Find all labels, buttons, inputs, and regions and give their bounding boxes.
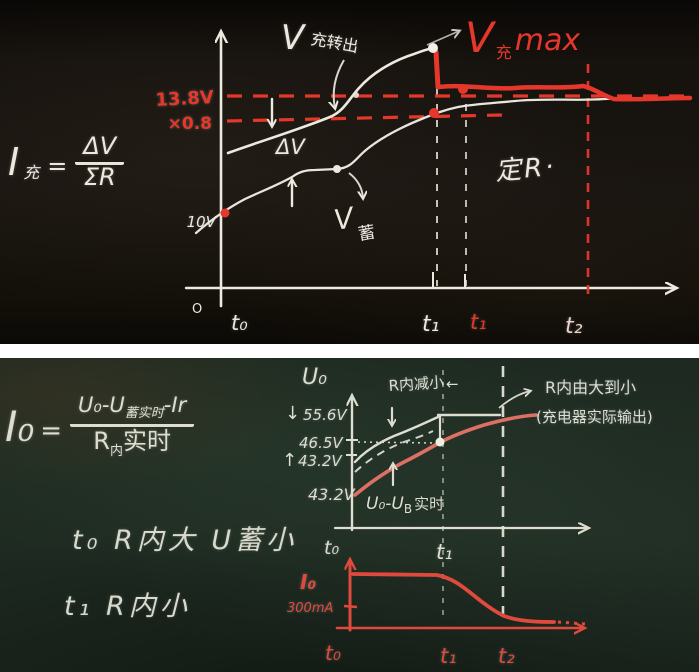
r-big-small-arrow: [498, 391, 530, 409]
top-chart-svg: V 充转出 V 充 max 13.8V ×0.8 10V ΔV V蓄 定R· O t…: [155, 13, 693, 339]
formula-numerator-bottom: U₀-U蓄实时-Ir: [70, 393, 195, 427]
formula-equals-bottom: =: [40, 416, 63, 447]
t2-label: t₂: [565, 314, 583, 339]
r-big-small-label: R内由大到小: [545, 378, 636, 397]
origin-label: O: [192, 302, 202, 317]
v-max-label: V 充 max: [465, 13, 580, 62]
r-decrease-arrow: ←: [446, 375, 459, 393]
v-43-2-low-label: 43.2V: [308, 485, 356, 504]
t1-intersection-dot: [435, 437, 445, 447]
tick-300ma: [343, 604, 358, 609]
num-sub: 蓄实时: [124, 406, 164, 422]
v-max-pointer-arrow: [426, 31, 459, 46]
battery-voltage-curve: [194, 96, 690, 235]
bottom-blackboard-photo: U₀ ↓ 55.6V 46.5V ↑ 43.2V 43.2V R内减小 ← R内…: [0, 358, 699, 672]
red-line-dot: [458, 84, 468, 94]
note-line1: t₀ R内大 U蓄小: [72, 525, 298, 556]
level-x0-8-dashed-line: [226, 113, 503, 123]
formula-denominator: ΣR: [83, 163, 116, 192]
u-diff-label: U₀-UB 实时: [366, 494, 444, 516]
v-batt-label-arrow: [348, 172, 363, 198]
current-curve-dotted-tail: [557, 620, 587, 626]
v-43-2-mid-label: 43.2V: [298, 452, 343, 470]
num-b: -Ir: [163, 393, 187, 417]
t1-red-label: t₁: [470, 310, 487, 334]
delta-v-label: ΔV: [274, 135, 306, 159]
i0-label: I₀: [300, 570, 316, 594]
current-curve: [351, 572, 556, 624]
note-line2: t₁ R内小: [64, 591, 191, 622]
formula-fraction-bottom: U₀-U蓄实时-Ir R内实时: [70, 393, 195, 458]
v-max-tail: max: [515, 23, 581, 58]
u-diff-red-curve: [353, 413, 538, 497]
charger-output-curve: [226, 46, 435, 155]
up-arrow-glyph: ↑: [282, 450, 297, 471]
t1-white-label: t₁: [422, 312, 439, 337]
v-out-label-main: V: [281, 18, 307, 58]
level-x0-8-label: ×0.8: [168, 114, 212, 134]
formula-i-sub: 充: [23, 163, 40, 183]
red-drop-segment: [433, 49, 441, 90]
formula-numerator: ΔV: [75, 133, 125, 166]
v-out-label-tail: 充转出: [309, 29, 360, 56]
v-46-5-label: 46.5V: [299, 434, 344, 452]
formula-equals: =: [47, 152, 68, 181]
const-r-label: 定R·: [494, 152, 558, 187]
actual-output-label: (充电器实际输出): [536, 408, 653, 426]
v-batt-label: V蓄: [331, 198, 376, 249]
formula-denominator-bottom: R内实时: [93, 427, 171, 458]
level-300ma-label: 300mA: [287, 601, 333, 616]
num-a: U₀-U: [78, 393, 125, 417]
u-diff-sub: B: [404, 502, 412, 516]
red-constant-voltage-curve: [435, 83, 693, 102]
peak-dot: [428, 43, 438, 53]
battery-curve-dot: [333, 165, 341, 173]
t1-red-label-bottom: t₁: [440, 644, 457, 668]
u-diff-b: 实时: [414, 495, 444, 513]
den-b: 实时: [122, 426, 171, 455]
formula-i0: I₀: [5, 401, 35, 451]
den-a: R: [93, 426, 110, 455]
down-arrow-glyph: ↓: [285, 403, 300, 424]
t0-white-label: t₀: [324, 537, 339, 559]
den-sub: 内: [109, 443, 123, 459]
v-batt-sub: 蓄: [357, 222, 377, 245]
bottom-chart-svg: U₀ ↓ 55.6V 46.5V ↑ 43.2V 43.2V R内减小 ← R内…: [282, 365, 653, 668]
formula-i: I: [8, 140, 20, 185]
output-dashed-curve: [354, 430, 434, 473]
v-55-6-label: 55.6V: [303, 406, 348, 424]
x08-crossing-dot: [429, 108, 439, 118]
10v-start-dot: [220, 208, 230, 218]
r-decrease-label: R内减小: [388, 373, 445, 395]
v-max-main: V: [465, 13, 497, 62]
level-10v-label: 10V: [187, 213, 218, 231]
v-batt-main: V: [331, 201, 357, 237]
top-blackboard-photo: V 充转出 V 充 max 13.8V ×0.8 10V ΔV V蓄 定R· O t…: [0, 0, 699, 344]
u-diff-a: U₀-U: [366, 494, 404, 514]
dotted-46-5-line: [357, 441, 435, 444]
13-8-crossing-dot: [353, 92, 359, 98]
v-out-label-arrow: [334, 59, 345, 108]
v-max-sub: 充: [496, 43, 512, 62]
t1-white-label-bottom: t₁: [436, 540, 453, 564]
t0-red-label: t₀: [325, 641, 341, 665]
t0-label: t₀: [231, 311, 248, 335]
level-13-8-label: 13.8V: [155, 87, 214, 111]
bottom-current-formula: I₀ = U₀-U蓄实时-Ir R内实时: [5, 393, 195, 458]
u0-axis-label: U₀: [302, 365, 327, 390]
output-voltage-curve: [353, 415, 440, 464]
formula-fraction: ΔV ΣR: [75, 133, 125, 192]
t2-red-label: t₂: [498, 644, 515, 668]
